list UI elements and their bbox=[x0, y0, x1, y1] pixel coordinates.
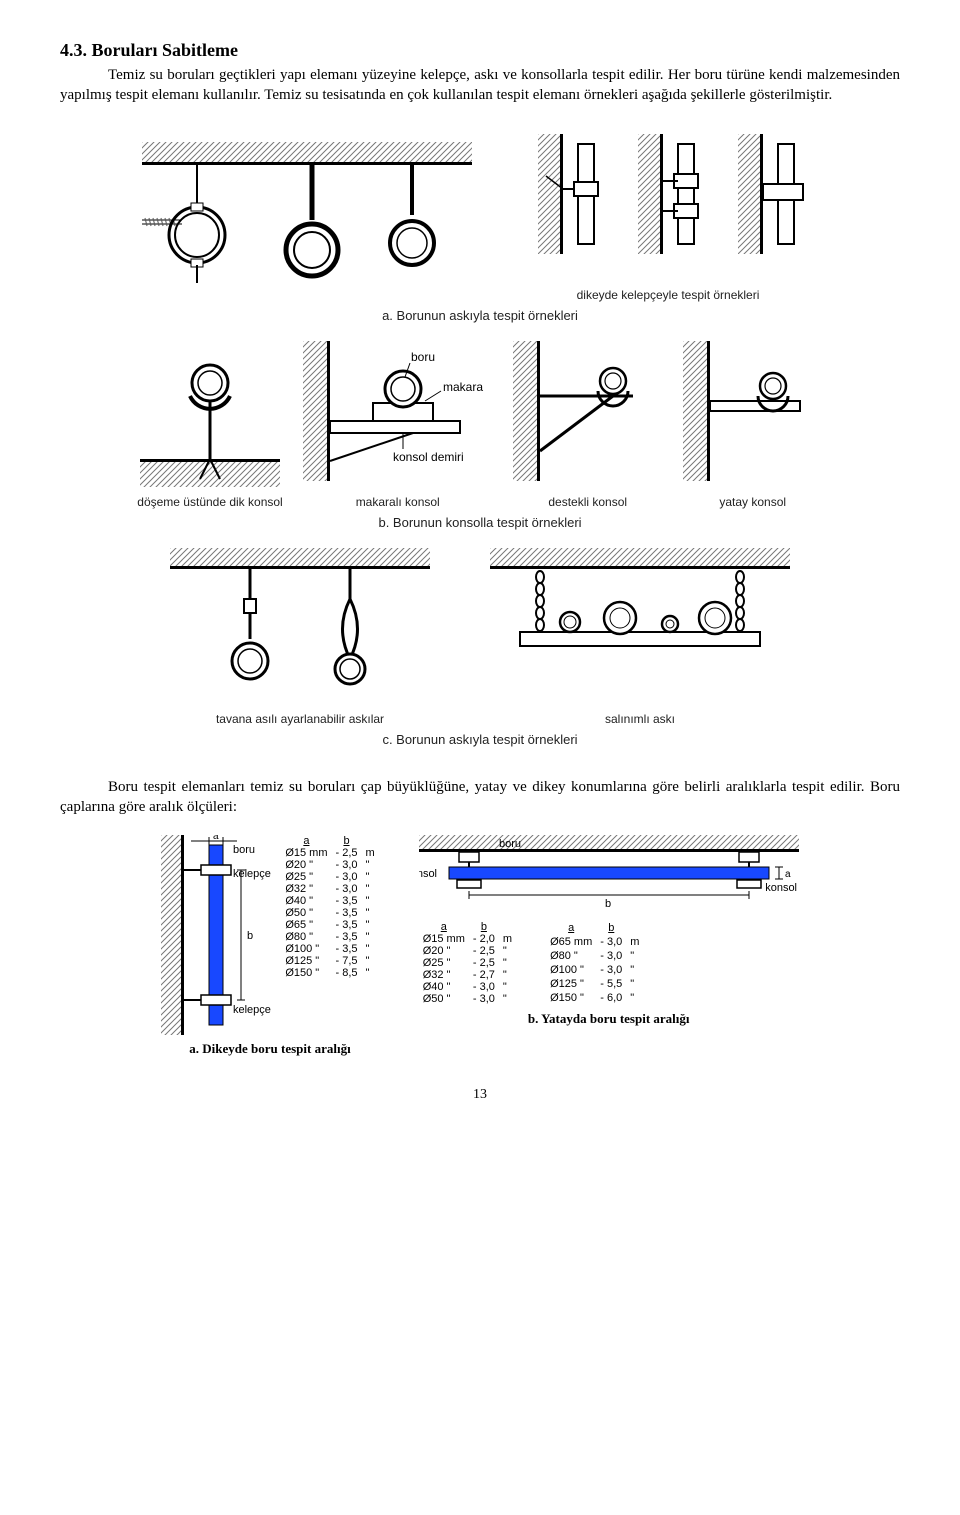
svg-text:a: a bbox=[213, 835, 219, 842]
paragraph-1: Temiz su boruları geçtikleri yapı eleman… bbox=[60, 65, 900, 106]
fig-c-l2: salınımlı askı bbox=[605, 712, 675, 726]
table-right-1: ab Ø15 mm- 2,0mØ20 "- 2,5"Ø25 "- 2,5"Ø32… bbox=[419, 921, 516, 1005]
table-left: ab Ø15 mm- 2,5mØ20 "- 3,0"Ø25 "- 3,0"Ø32… bbox=[281, 835, 378, 979]
bottom-left-caption: a. Dikeyde boru tespit aralığı bbox=[161, 1041, 378, 1057]
svg-text:konsol: konsol bbox=[765, 882, 797, 894]
svg-text:b: b bbox=[247, 930, 253, 942]
fig-c1-svg bbox=[170, 548, 430, 708]
svg-text:b: b bbox=[605, 898, 611, 910]
fig-a-right-label: dikeyde kelepçeyle tespit örnekleri bbox=[577, 288, 760, 302]
svg-text:kelepçe: kelepçe bbox=[233, 1004, 271, 1016]
page-number: 13 bbox=[60, 1087, 900, 1103]
section-heading: 4.3. Boruları Sabitleme bbox=[60, 40, 900, 61]
bottom-right-caption: b. Yatayda boru tespit aralığı bbox=[419, 1011, 799, 1027]
fig-b-l4: yatay konsol bbox=[719, 495, 786, 509]
fig-c-caption: c. Borunun askıyla tespit örnekleri bbox=[60, 732, 900, 747]
fig-a-left-svg bbox=[142, 142, 472, 302]
fig-a-caption: a. Borunun askıyla tespit örnekleri bbox=[60, 308, 900, 323]
svg-text:boru: boru bbox=[233, 844, 255, 856]
table-right-2: ab Ø65 mm- 3,0mØ80 "- 3,0"Ø100 "- 3,0"Ø1… bbox=[546, 921, 643, 1005]
fig-b-l3: destekli konsol bbox=[548, 495, 627, 509]
svg-text:a: a bbox=[785, 869, 791, 880]
fig-c2-svg bbox=[490, 548, 790, 708]
svg-text:konsol: konsol bbox=[419, 868, 437, 880]
fig-b-l1: döşeme üstünde dik konsol bbox=[137, 495, 282, 509]
fig-a-right-svg bbox=[518, 124, 818, 284]
label-konsol-demiri: konsol demiri bbox=[393, 450, 464, 464]
paragraph-2: Boru tespit elemanları temiz su boruları… bbox=[60, 777, 900, 818]
fig-b-l2: makaralı konsol bbox=[356, 495, 440, 509]
fig-b1-svg bbox=[140, 341, 280, 491]
bottom-right-svg: b a boru konsol konsol bbox=[419, 835, 799, 915]
figure-a: dikeyde kelepçeyle tespit örnekleri a. B… bbox=[60, 124, 900, 747]
svg-text:boru: boru bbox=[499, 838, 521, 850]
fig-b2-svg: boru makara konsol demiri bbox=[303, 341, 493, 491]
svg-text:kelepçe: kelepçe bbox=[233, 868, 271, 880]
fig-b3-svg bbox=[513, 341, 663, 491]
label-boru: boru bbox=[411, 350, 435, 364]
fig-c-l1: tavana asılı ayarlanabilir askılar bbox=[216, 712, 384, 726]
fig-b-caption: b. Borunun konsolla tespit örnekleri bbox=[60, 515, 900, 530]
fig-b4-svg bbox=[683, 341, 823, 491]
label-makara: makara bbox=[443, 380, 483, 394]
figure-bottom: b boru kelepçe kelepçe a ab Ø15 mm- 2,5m… bbox=[60, 835, 900, 1057]
bottom-left-svg: b boru kelepçe kelepçe a bbox=[161, 835, 271, 1035]
